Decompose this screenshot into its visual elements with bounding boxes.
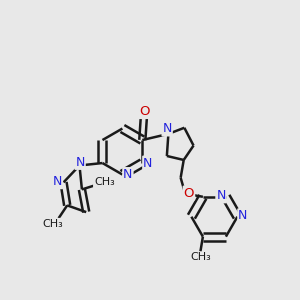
Text: CH₃: CH₃ [94, 177, 115, 188]
Text: N: N [143, 157, 152, 169]
Text: O: O [184, 187, 194, 200]
Text: N: N [216, 189, 226, 203]
Text: N: N [163, 122, 172, 136]
Text: N: N [123, 168, 133, 181]
Text: N: N [238, 209, 248, 222]
Text: N: N [53, 175, 62, 188]
Text: CH₃: CH₃ [42, 219, 63, 229]
Text: CH₃: CH₃ [191, 253, 212, 262]
Text: O: O [139, 105, 149, 118]
Text: N: N [75, 156, 85, 169]
